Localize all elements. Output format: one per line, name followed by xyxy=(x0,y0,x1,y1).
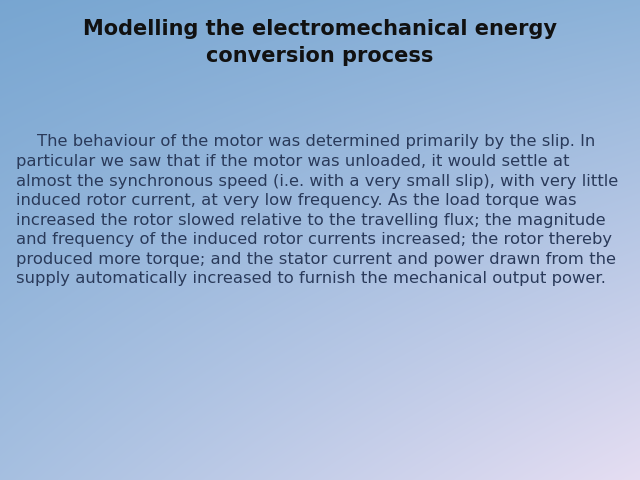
Text: The behaviour of the motor was determined primarily by the slip. In
particular w: The behaviour of the motor was determine… xyxy=(16,134,618,286)
Text: Modelling the electromechanical energy
conversion process: Modelling the electromechanical energy c… xyxy=(83,19,557,66)
